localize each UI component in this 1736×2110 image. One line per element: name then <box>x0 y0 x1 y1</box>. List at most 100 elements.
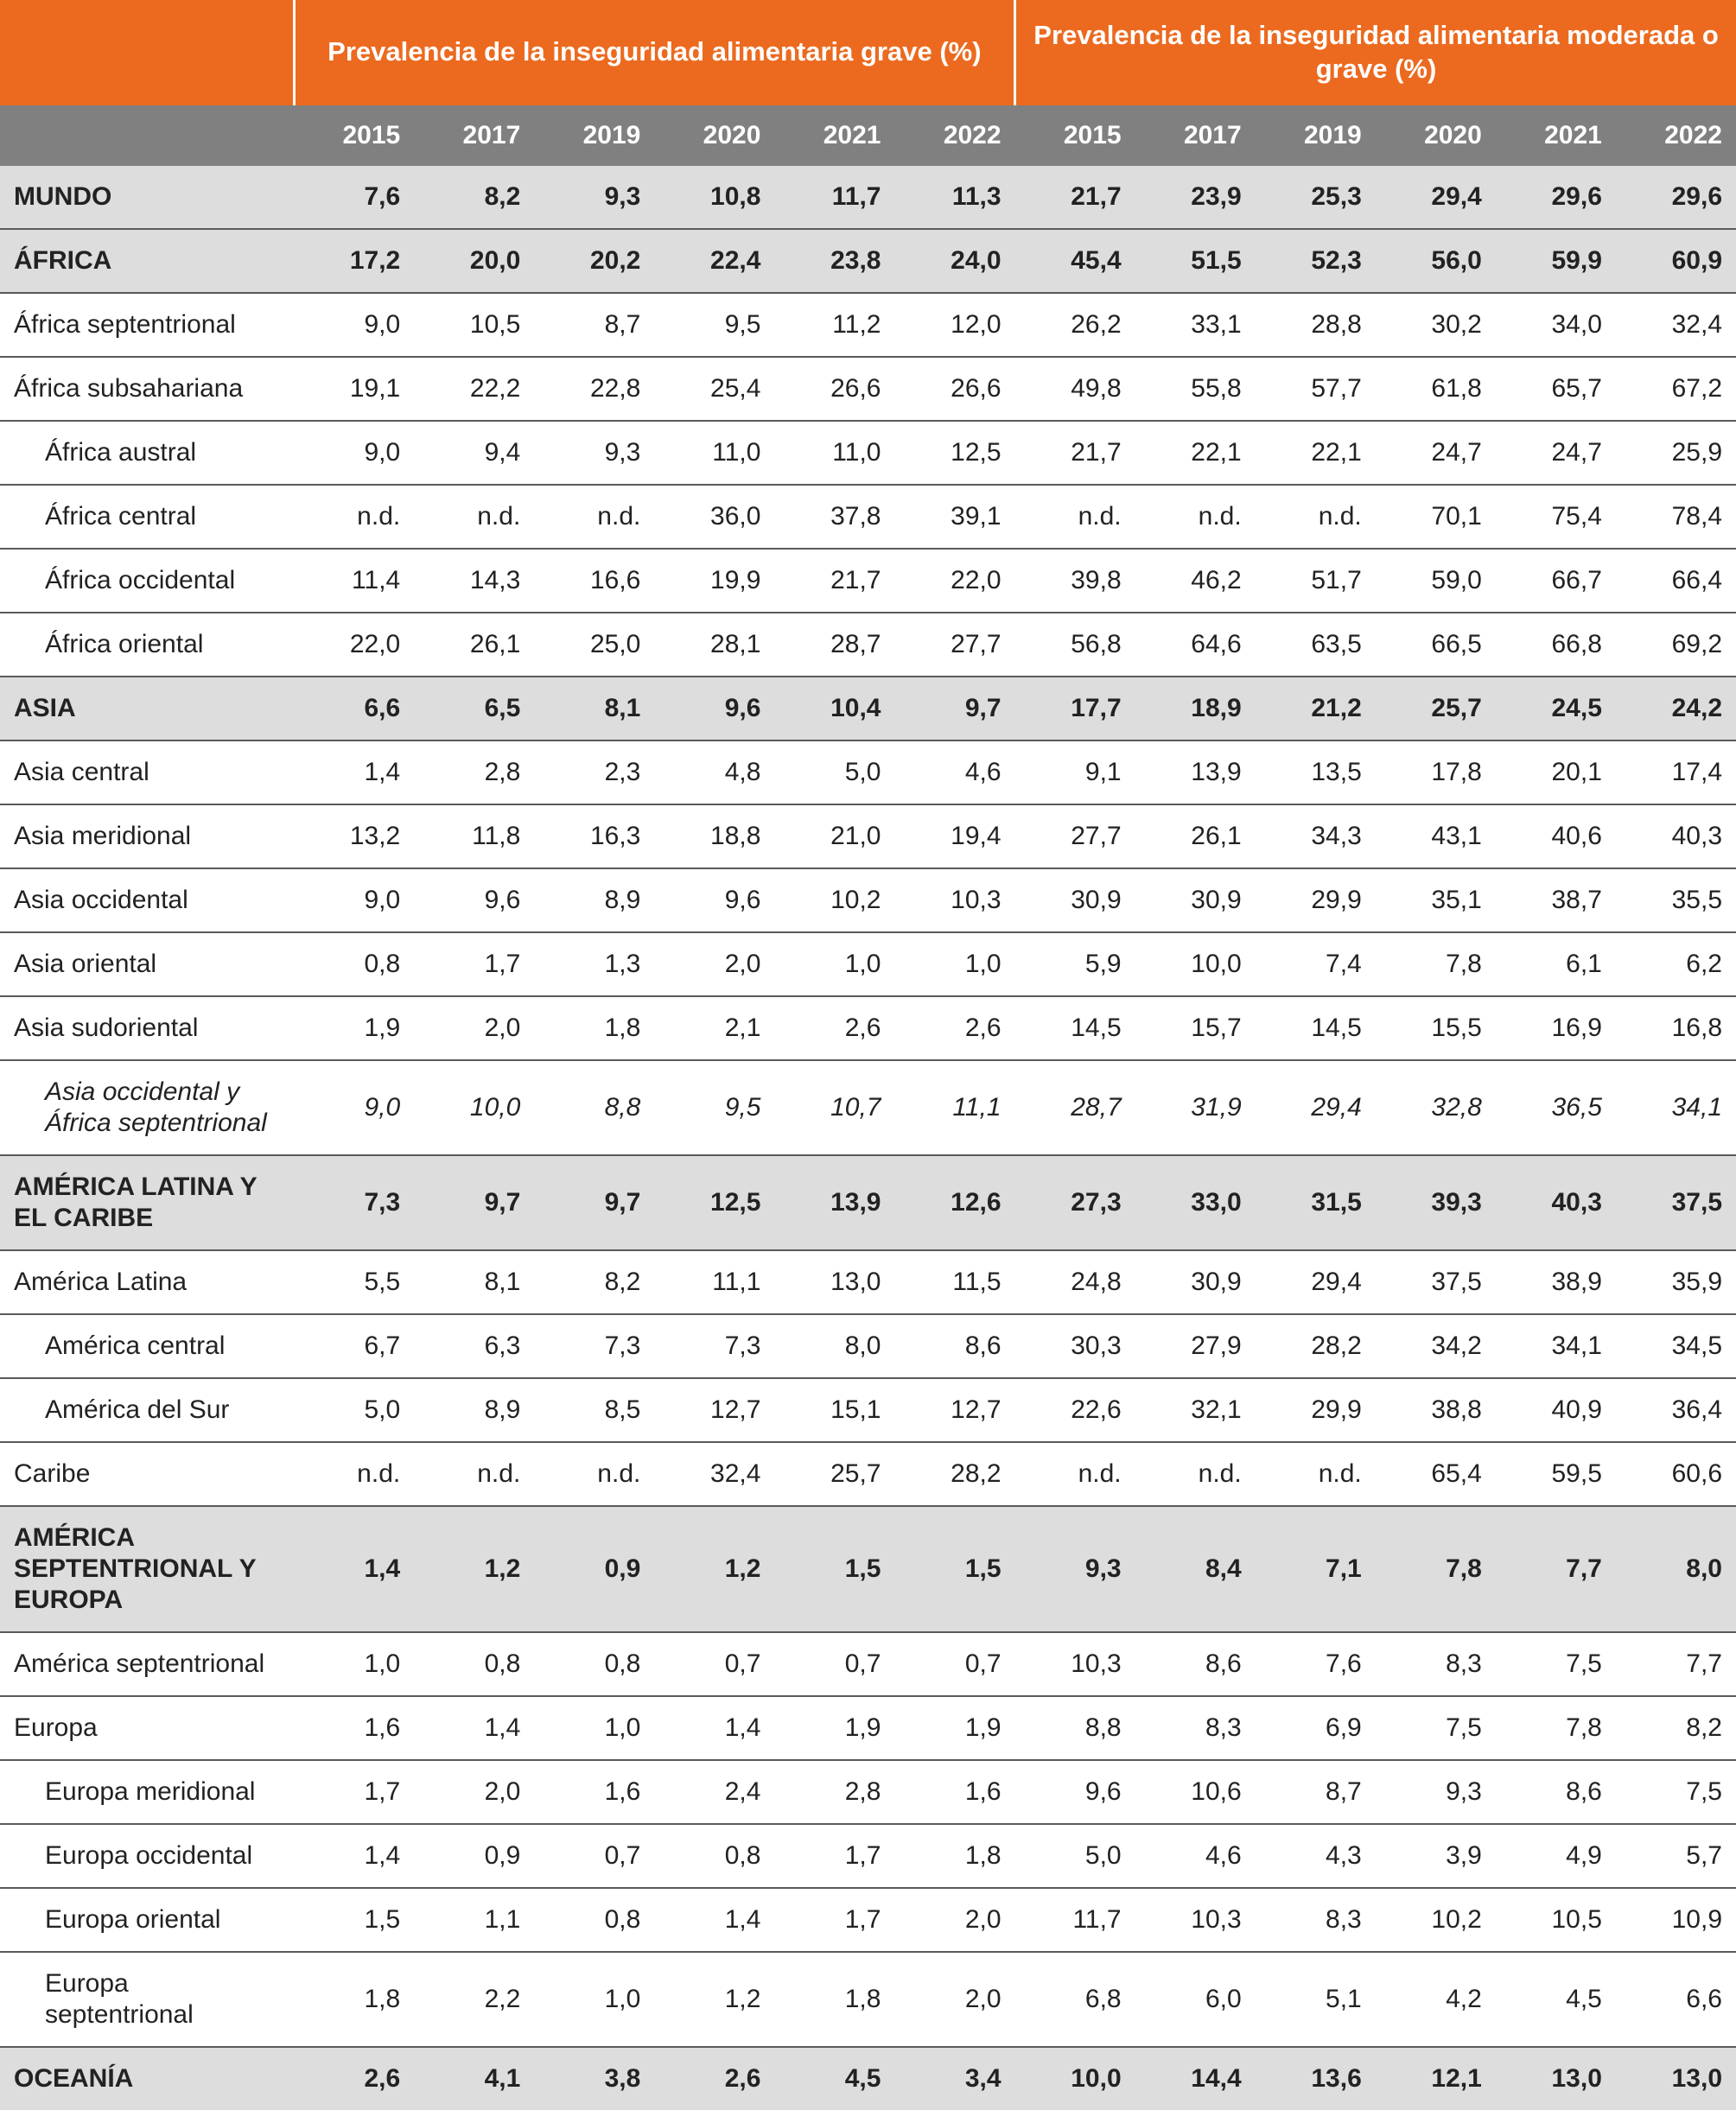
cell: 8,0 <box>774 1314 894 1378</box>
cell: 12,0 <box>894 293 1014 357</box>
cell: 1,9 <box>774 1696 894 1760</box>
year-header-modsev-2015-6: 2015 <box>1015 105 1135 166</box>
cell: 35,5 <box>1616 868 1736 932</box>
row-label: África central <box>0 485 294 549</box>
cell: 8,2 <box>414 166 534 229</box>
table-wrap: Prevalencia de la inseguridad alimentari… <box>0 0 1736 2110</box>
cell: 7,4 <box>1256 932 1376 996</box>
cell: 66,7 <box>1496 549 1616 613</box>
cell: 8,2 <box>1616 1696 1736 1760</box>
cell: 11,7 <box>774 166 894 229</box>
cell: 34,1 <box>1616 1060 1736 1155</box>
cell: 5,1 <box>1256 1952 1376 2047</box>
table-row: Europa meridional1,72,01,62,42,81,69,610… <box>0 1760 1736 1824</box>
cell: 4,1 <box>414 2047 534 2110</box>
cell: 66,8 <box>1496 613 1616 677</box>
cell: 37,8 <box>774 485 894 549</box>
cell: 7,5 <box>1376 1696 1496 1760</box>
cell: 17,8 <box>1376 740 1496 804</box>
cell: 7,7 <box>1496 1506 1616 1632</box>
cell: 8,8 <box>534 1060 654 1155</box>
cell: 10,2 <box>774 868 894 932</box>
cell: 21,0 <box>774 804 894 868</box>
cell: 40,6 <box>1496 804 1616 868</box>
cell: 10,8 <box>654 166 774 229</box>
cell: 22,0 <box>894 549 1014 613</box>
cell: 7,7 <box>1616 1632 1736 1696</box>
cell: 0,7 <box>654 1632 774 1696</box>
cell: 20,1 <box>1496 740 1616 804</box>
cell: 55,8 <box>1135 357 1256 421</box>
cell: 2,0 <box>894 1952 1014 2047</box>
cell: 1,6 <box>294 1696 414 1760</box>
cell: 9,7 <box>414 1155 534 1250</box>
cell: 1,8 <box>774 1952 894 2047</box>
cell: 25,9 <box>1616 421 1736 485</box>
cell: 16,3 <box>534 804 654 868</box>
cell: 4,3 <box>1256 1824 1376 1888</box>
cell: 28,2 <box>1256 1314 1376 1378</box>
cell: n.d. <box>1256 485 1376 549</box>
cell: 63,5 <box>1256 613 1376 677</box>
cell: 29,9 <box>1256 1378 1376 1442</box>
cell: 7,8 <box>1376 932 1496 996</box>
cell: 22,6 <box>1015 1378 1135 1442</box>
cell: 26,6 <box>774 357 894 421</box>
cell: 34,0 <box>1496 293 1616 357</box>
cell: n.d. <box>1135 1442 1256 1506</box>
cell: 9,3 <box>1376 1760 1496 1824</box>
cell: 28,1 <box>654 613 774 677</box>
cell: 10,3 <box>894 868 1014 932</box>
year-header-modsev-2019-8: 2019 <box>1256 105 1376 166</box>
cell: 69,2 <box>1616 613 1736 677</box>
cell: 57,7 <box>1256 357 1376 421</box>
cell: 11,2 <box>774 293 894 357</box>
cell: 66,5 <box>1376 613 1496 677</box>
food-insecurity-table: Prevalencia de la inseguridad alimentari… <box>0 0 1736 2110</box>
year-header-severe-2021-4: 2021 <box>774 105 894 166</box>
cell: 21,7 <box>774 549 894 613</box>
cell: 5,5 <box>294 1250 414 1314</box>
table-row: AMÉRICA LATINA Y EL CARIBE7,39,79,712,51… <box>0 1155 1736 1250</box>
year-header-severe-2015-0: 2015 <box>294 105 414 166</box>
table-row: África occidental11,414,316,619,921,722,… <box>0 549 1736 613</box>
cell: 1,0 <box>774 932 894 996</box>
cell: 26,6 <box>894 357 1014 421</box>
row-label: Asia oriental <box>0 932 294 996</box>
cell: 2,1 <box>654 996 774 1060</box>
cell: n.d. <box>1256 1442 1376 1506</box>
row-label: AMÉRICA LATINA Y EL CARIBE <box>0 1155 294 1250</box>
cell: 1,3 <box>534 932 654 996</box>
cell: 7,3 <box>534 1314 654 1378</box>
cell: 2,0 <box>414 996 534 1060</box>
year-header-blank <box>0 105 294 166</box>
cell: 1,4 <box>294 1506 414 1632</box>
year-header-severe-2020-3: 2020 <box>654 105 774 166</box>
cell: 13,2 <box>294 804 414 868</box>
cell: n.d. <box>294 485 414 549</box>
cell: 0,8 <box>534 1632 654 1696</box>
year-header-modsev-2021-10: 2021 <box>1496 105 1616 166</box>
cell: 1,0 <box>294 1632 414 1696</box>
year-header-severe-2022-5: 2022 <box>894 105 1014 166</box>
cell: 9,6 <box>414 868 534 932</box>
cell: 21,2 <box>1256 677 1376 740</box>
cell: 24,8 <box>1015 1250 1135 1314</box>
cell: n.d. <box>1015 485 1135 549</box>
cell: 9,7 <box>534 1155 654 1250</box>
row-label: América septentrional <box>0 1632 294 1696</box>
cell: 5,0 <box>294 1378 414 1442</box>
cell: 9,3 <box>1015 1506 1135 1632</box>
cell: 13,9 <box>1135 740 1256 804</box>
cell: 22,8 <box>534 357 654 421</box>
row-label: Asia central <box>0 740 294 804</box>
cell: 14,3 <box>414 549 534 613</box>
cell: 10,5 <box>414 293 534 357</box>
cell: 10,7 <box>774 1060 894 1155</box>
table-head: Prevalencia de la inseguridad alimentari… <box>0 0 1736 166</box>
super-header-severe: Prevalencia de la inseguridad alimentari… <box>294 0 1014 105</box>
cell: 59,0 <box>1376 549 1496 613</box>
cell: 10,5 <box>1496 1888 1616 1952</box>
row-label: África oriental <box>0 613 294 677</box>
cell: 37,5 <box>1616 1155 1736 1250</box>
